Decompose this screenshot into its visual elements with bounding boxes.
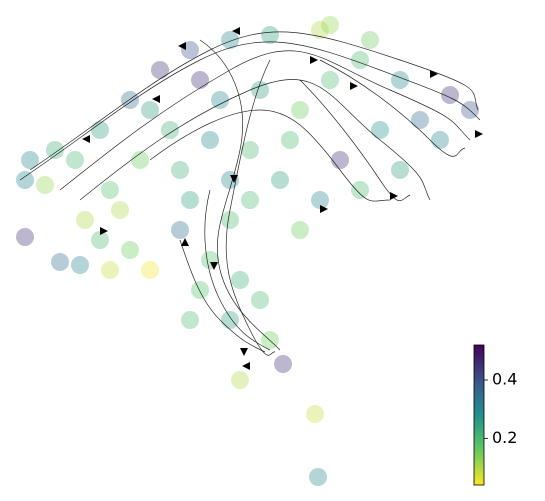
point	[91, 231, 109, 249]
point	[271, 171, 289, 189]
colorbar-tick-label: 0.4	[492, 370, 517, 389]
point	[181, 191, 199, 209]
point	[51, 253, 69, 271]
point	[91, 121, 109, 139]
point	[221, 31, 239, 49]
point	[46, 141, 64, 159]
point	[101, 261, 119, 279]
point	[391, 161, 409, 179]
point	[351, 181, 369, 199]
point	[76, 211, 94, 229]
arrows	[82, 27, 483, 370]
point	[141, 101, 159, 119]
point	[171, 221, 189, 239]
point	[66, 151, 84, 169]
point	[101, 181, 119, 199]
point	[274, 355, 292, 373]
point	[171, 161, 189, 179]
point	[331, 151, 349, 169]
colorbar-tick-label: 0.2	[492, 428, 517, 447]
point	[411, 111, 429, 129]
point	[251, 81, 269, 99]
point	[371, 121, 389, 139]
point	[121, 241, 139, 259]
point	[241, 141, 259, 159]
point	[191, 281, 209, 299]
point	[351, 51, 369, 69]
point	[261, 26, 279, 44]
point	[201, 131, 219, 149]
point	[201, 251, 219, 269]
point	[181, 311, 199, 329]
point	[281, 131, 299, 149]
point	[306, 405, 324, 423]
point	[231, 371, 249, 389]
point	[291, 101, 309, 119]
point	[21, 151, 39, 169]
point	[311, 21, 329, 39]
point	[16, 171, 34, 189]
point	[141, 261, 159, 279]
point	[131, 151, 149, 169]
points	[16, 16, 479, 486]
point	[291, 221, 309, 239]
point	[191, 71, 209, 89]
streamlines	[19, 31, 481, 356]
point	[221, 211, 239, 229]
point	[361, 31, 379, 49]
point	[431, 131, 449, 149]
point	[121, 91, 139, 109]
colorbar	[473, 344, 485, 486]
point	[221, 171, 239, 189]
point	[211, 91, 229, 109]
point	[16, 228, 34, 246]
point	[36, 176, 54, 194]
point	[251, 291, 269, 309]
point	[311, 191, 329, 209]
point	[309, 468, 327, 486]
point	[161, 121, 179, 139]
point	[241, 191, 259, 209]
point	[321, 71, 339, 89]
point	[111, 201, 129, 219]
point	[231, 271, 249, 289]
point	[151, 61, 169, 79]
point	[221, 311, 239, 329]
point	[71, 256, 89, 274]
point	[321, 16, 339, 34]
